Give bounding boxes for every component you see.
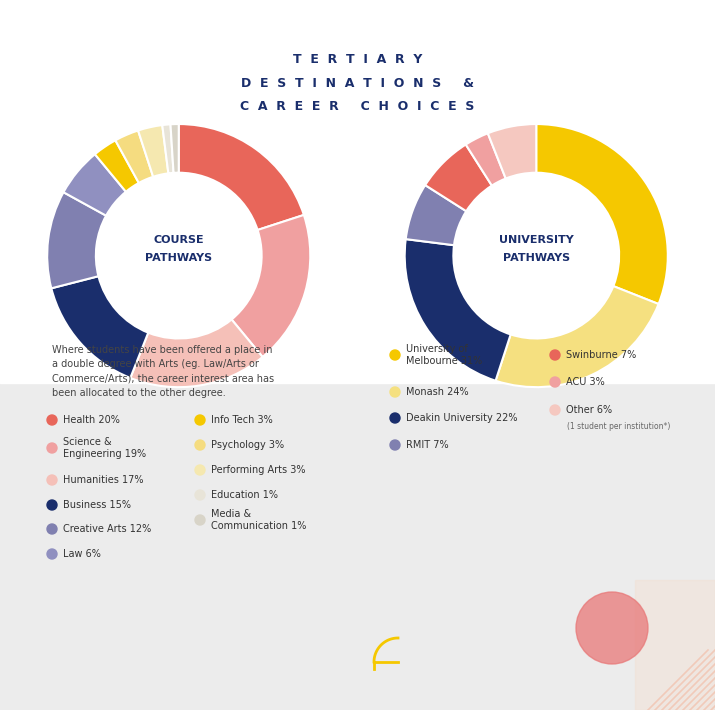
Text: Health 20%: Health 20% (63, 415, 120, 425)
Circle shape (550, 350, 560, 360)
Circle shape (47, 475, 57, 485)
Text: COURSE
PATHWAYS: COURSE PATHWAYS (145, 235, 212, 263)
Circle shape (390, 387, 400, 397)
Text: Where students have been offered a place in
a double degree with Arts (eg. Law/A: Where students have been offered a place… (52, 345, 274, 398)
Circle shape (47, 443, 57, 453)
Wedge shape (425, 145, 492, 211)
Circle shape (390, 350, 400, 360)
Text: Creative Arts 12%: Creative Arts 12% (63, 524, 152, 534)
Text: Law 6%: Law 6% (63, 549, 101, 559)
Bar (635, 580, 715, 710)
Text: ACU 3%: ACU 3% (566, 377, 605, 387)
Wedge shape (179, 124, 304, 230)
Text: Other 6%: Other 6% (566, 405, 612, 415)
Circle shape (47, 500, 57, 510)
Text: RMIT 7%: RMIT 7% (406, 440, 448, 450)
Wedge shape (51, 276, 148, 378)
Wedge shape (465, 133, 506, 185)
Text: UNIVERSITY
PATHWAYS: UNIVERSITY PATHWAYS (499, 235, 573, 263)
Wedge shape (488, 124, 536, 178)
Circle shape (47, 524, 57, 534)
Bar (0, 0, 715, 383)
Text: Humanities 17%: Humanities 17% (63, 475, 144, 485)
Wedge shape (162, 124, 174, 173)
Wedge shape (130, 320, 262, 387)
Circle shape (390, 413, 400, 423)
Circle shape (195, 465, 205, 475)
Text: Media &
Communication 1%: Media & Communication 1% (211, 508, 306, 531)
Text: Education 1%: Education 1% (211, 490, 278, 500)
Wedge shape (405, 185, 466, 245)
Text: Monash 24%: Monash 24% (406, 387, 468, 397)
Wedge shape (47, 192, 106, 288)
Circle shape (195, 415, 205, 425)
Circle shape (195, 515, 205, 525)
Wedge shape (495, 286, 659, 387)
Wedge shape (170, 124, 179, 173)
Text: Psychology 3%: Psychology 3% (211, 440, 284, 450)
Wedge shape (95, 141, 139, 192)
Circle shape (550, 405, 560, 415)
Wedge shape (64, 154, 126, 216)
Wedge shape (536, 124, 668, 304)
Bar (0, 383, 715, 710)
Text: Swinburne 7%: Swinburne 7% (566, 350, 636, 360)
Circle shape (47, 549, 57, 559)
Wedge shape (115, 131, 153, 183)
Circle shape (390, 440, 400, 450)
Wedge shape (405, 239, 511, 381)
Circle shape (576, 592, 648, 664)
Text: Deakin University 22%: Deakin University 22% (406, 413, 518, 423)
Text: Science &
Engineering 19%: Science & Engineering 19% (63, 437, 146, 459)
Circle shape (550, 377, 560, 387)
Text: Business 15%: Business 15% (63, 500, 131, 510)
Text: D  E  S  T  I  N  A  T  I  O  N  S     &: D E S T I N A T I O N S & (241, 77, 474, 89)
Wedge shape (138, 125, 168, 177)
Circle shape (47, 415, 57, 425)
Text: T  E  R  T  I  A  R  Y: T E R T I A R Y (293, 53, 422, 66)
Text: C  A  R  E  E  R     C  H  O  I  C  E  S: C A R E E R C H O I C E S (240, 100, 475, 113)
Text: University of
Melbourne 31%: University of Melbourne 31% (406, 344, 482, 366)
Circle shape (195, 440, 205, 450)
Text: Performing Arts 3%: Performing Arts 3% (211, 465, 305, 475)
Text: (1 student per institution*): (1 student per institution*) (567, 422, 671, 431)
Circle shape (195, 490, 205, 500)
Wedge shape (232, 215, 310, 357)
Text: Info Tech 3%: Info Tech 3% (211, 415, 272, 425)
